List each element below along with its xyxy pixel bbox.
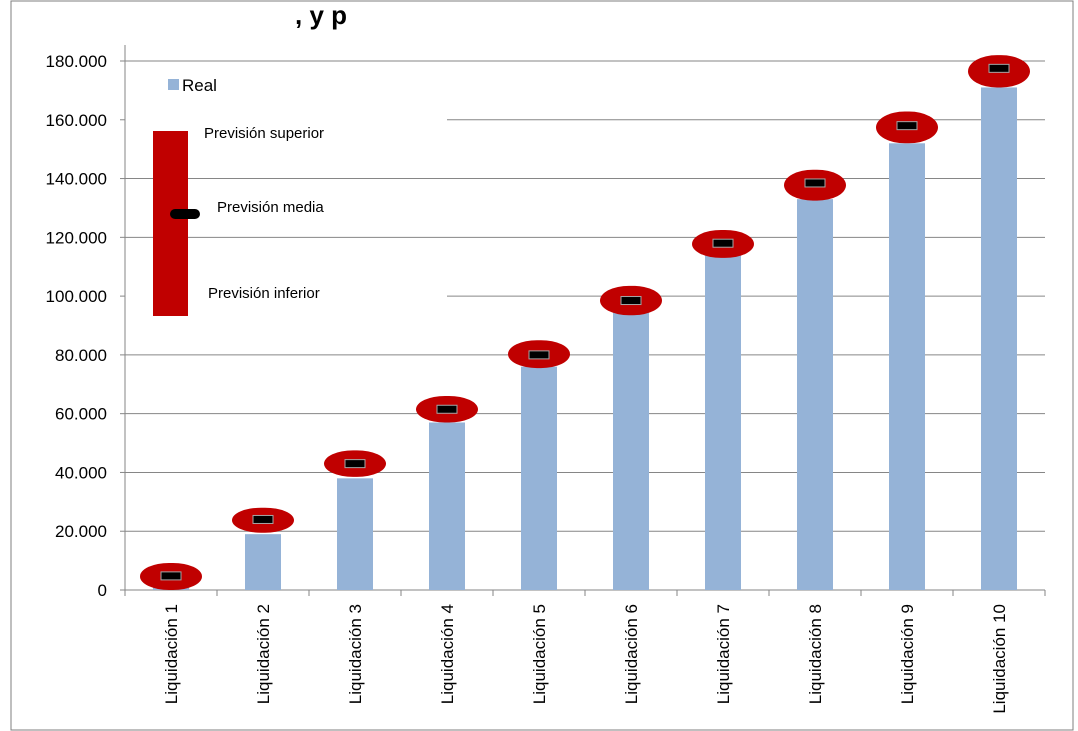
y-tick-label: 140.000 xyxy=(46,170,107,189)
bar-real xyxy=(889,143,925,591)
y-tick-label: 120.000 xyxy=(46,228,107,247)
bar-real xyxy=(521,366,557,590)
forecast-mean-marker xyxy=(620,296,642,306)
forecast-mean-marker xyxy=(804,178,826,188)
legend-mean-marker xyxy=(170,209,200,219)
y-tick-label: 20.000 xyxy=(55,522,107,541)
legend-superior-label: Previsión superior xyxy=(204,125,324,142)
legend-range-bar xyxy=(153,131,188,316)
x-tick-labels: Liquidación 1 Liquidación 2 Liquidación 3 L… xyxy=(162,604,1009,714)
x-tick-label: Liquidación 7 xyxy=(714,604,733,704)
bar-real xyxy=(981,87,1017,590)
y-tick-label: 100.000 xyxy=(46,287,107,306)
forecast-mean-marker xyxy=(712,238,734,248)
y-tick-label: 80.000 xyxy=(55,346,107,365)
x-tick-label: Liquidación 1 xyxy=(162,604,181,704)
legend-real-label: Real xyxy=(182,76,217,95)
bar-real xyxy=(337,478,373,590)
forecast-ranges xyxy=(140,55,1030,590)
forecast-mean-marker xyxy=(988,63,1010,73)
bar-real xyxy=(797,199,833,590)
x-tick-label: Liquidación 4 xyxy=(438,604,457,704)
forecast-mean-marker xyxy=(252,514,274,524)
bar-real xyxy=(429,422,465,590)
bar-real xyxy=(705,254,741,590)
legend: Real Previsión superior Previsión media … xyxy=(153,76,324,316)
legend-media-label: Previsión media xyxy=(217,199,324,216)
forecast-mean-marker xyxy=(436,404,458,414)
y-tick-label: 60.000 xyxy=(55,405,107,424)
legend-real-swatch xyxy=(168,79,179,90)
y-tick-labels: 0 20.000 40.000 60.000 80.000 100.000 120.000 1… xyxy=(46,52,107,600)
bar-series xyxy=(153,87,1017,591)
x-tick-label: Liquidación 9 xyxy=(898,604,917,704)
y-tick-label: 160.000 xyxy=(46,111,107,130)
bar-real xyxy=(613,310,649,590)
chart-frame: , y p 0 20.000 40.000 60.000 80.000 100.000 12… xyxy=(10,0,1074,731)
x-tick-label: Liquidación 3 xyxy=(346,604,365,704)
y-tick-label: 0 xyxy=(98,581,107,600)
y-tick-label: 40.000 xyxy=(55,463,107,482)
forecast-mean-marker xyxy=(160,571,182,581)
x-tick-label: Liquidación 8 xyxy=(806,604,825,704)
forecast-mean-marker xyxy=(344,459,366,469)
x-tick-label: Liquidación 5 xyxy=(530,604,549,704)
x-tick-label: Liquidación 10 xyxy=(990,604,1009,714)
x-tick-label: Liquidación 2 xyxy=(254,604,273,704)
forecast-mean-marker xyxy=(528,350,550,360)
x-tick-label: Liquidación 6 xyxy=(622,604,641,704)
chart-svg: , y p 0 20.000 40.000 60.000 80.000 100.000 12… xyxy=(10,0,1074,731)
chart-title: , y p xyxy=(295,0,347,30)
bar-real xyxy=(245,534,281,590)
forecast-mean-marker xyxy=(896,121,918,131)
y-tick-label: 180.000 xyxy=(46,52,107,71)
forecast-markers xyxy=(160,63,1010,581)
legend-inferior-label: Previsión inferior xyxy=(208,285,320,302)
